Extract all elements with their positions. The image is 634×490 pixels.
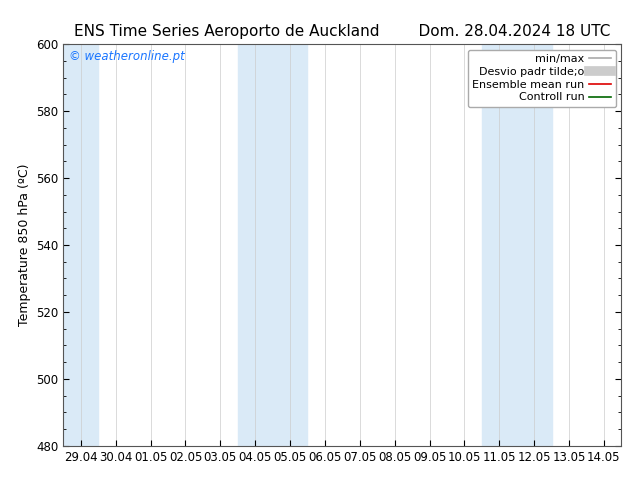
Legend: min/max, Desvio padr tilde;o, Ensemble mean run, Controll run: min/max, Desvio padr tilde;o, Ensemble m…: [468, 49, 616, 107]
Bar: [63, 44, 98, 446]
Y-axis label: Temperature 850 hPa (ºC): Temperature 850 hPa (ºC): [18, 164, 30, 326]
Bar: [238, 44, 307, 446]
Bar: [482, 44, 552, 446]
Text: © weatheronline.pt: © weatheronline.pt: [69, 50, 184, 63]
Title: ENS Time Series Aeroporto de Auckland        Dom. 28.04.2024 18 UTC: ENS Time Series Aeroporto de Auckland Do…: [74, 24, 611, 39]
